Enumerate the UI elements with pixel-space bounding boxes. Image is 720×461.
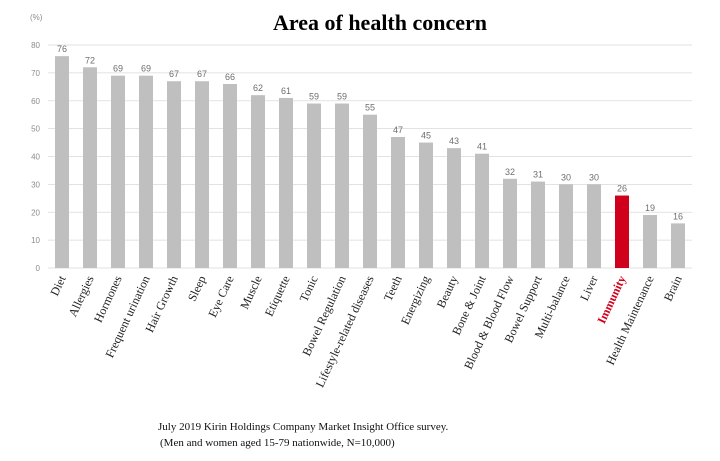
data-label: 67 bbox=[169, 69, 179, 79]
data-label: 55 bbox=[365, 103, 375, 113]
data-label: 76 bbox=[57, 44, 67, 54]
y-axis-unit: (%) bbox=[30, 13, 43, 22]
bar bbox=[111, 75, 125, 268]
bar bbox=[83, 67, 97, 268]
data-label: 61 bbox=[281, 86, 291, 96]
data-label: 19 bbox=[645, 203, 655, 213]
bar bbox=[447, 148, 461, 268]
y-tick-label: 80 bbox=[31, 41, 40, 50]
category-label: Muscle bbox=[237, 273, 265, 311]
bar bbox=[559, 184, 573, 268]
data-label: 45 bbox=[421, 131, 431, 141]
category-label: Tonic bbox=[297, 273, 321, 304]
category-label: Sleep bbox=[185, 273, 209, 303]
bar bbox=[615, 195, 629, 268]
survey-sample-note: (Men and women aged 15-79 nationwide, N=… bbox=[160, 437, 395, 449]
y-tick-label: 70 bbox=[31, 69, 40, 78]
data-label: 16 bbox=[673, 211, 683, 221]
y-tick-label: 10 bbox=[31, 236, 40, 245]
bar bbox=[671, 223, 685, 268]
y-tick-label: 0 bbox=[36, 264, 41, 273]
y-tick-label: 60 bbox=[31, 97, 40, 106]
y-tick-label: 20 bbox=[31, 208, 40, 217]
data-label: 41 bbox=[477, 142, 487, 152]
data-label: 31 bbox=[533, 170, 543, 180]
bar bbox=[307, 103, 321, 268]
bar bbox=[391, 136, 405, 268]
data-label: 26 bbox=[617, 184, 627, 194]
category-label: Beauty bbox=[434, 273, 461, 310]
data-label: 69 bbox=[113, 64, 123, 74]
bar bbox=[251, 95, 265, 268]
survey-source-note: July 2019 Kirin Holdings Company Market … bbox=[158, 421, 449, 433]
data-label: 66 bbox=[225, 72, 235, 82]
bar bbox=[55, 56, 69, 269]
category-label: Eye Care bbox=[205, 273, 236, 319]
bar bbox=[167, 81, 181, 268]
bar bbox=[139, 75, 153, 268]
data-label: 59 bbox=[309, 92, 319, 102]
data-label: 32 bbox=[505, 167, 515, 177]
data-labels: 76 72 69 69 67 67 66 62 61 59 59 55 47 45 43 41 32 31 30 30… bbox=[57, 44, 683, 221]
category-label: Etiquette bbox=[262, 273, 293, 318]
category-label: Brain bbox=[661, 273, 685, 303]
category-label: Teeth bbox=[381, 273, 405, 303]
category-label: Liver bbox=[577, 273, 601, 302]
bar bbox=[475, 153, 489, 268]
data-label: 67 bbox=[197, 69, 207, 79]
chart-title: Area of health concern bbox=[273, 10, 487, 35]
bars bbox=[55, 56, 685, 269]
data-label: 59 bbox=[337, 92, 347, 102]
data-label: 62 bbox=[253, 83, 263, 93]
data-label: 47 bbox=[393, 125, 403, 135]
data-label: 30 bbox=[561, 172, 571, 182]
bar bbox=[531, 181, 545, 268]
data-label: 30 bbox=[589, 172, 599, 182]
y-tick-label: 50 bbox=[31, 125, 40, 134]
category-label: Allergies bbox=[66, 273, 97, 319]
bar bbox=[223, 84, 237, 269]
bar bbox=[643, 215, 657, 268]
y-tick-label: 30 bbox=[31, 180, 40, 189]
y-tick-label: 40 bbox=[31, 153, 40, 162]
bar bbox=[335, 103, 349, 268]
data-label: 43 bbox=[449, 136, 459, 146]
bar bbox=[363, 114, 377, 268]
bar bbox=[503, 178, 517, 268]
bar bbox=[195, 81, 209, 268]
category-label: Diet bbox=[47, 273, 69, 298]
bar bbox=[279, 97, 293, 269]
bar bbox=[587, 184, 601, 268]
data-label: 69 bbox=[141, 64, 151, 74]
data-label: 72 bbox=[85, 55, 95, 65]
bar bbox=[419, 142, 433, 268]
